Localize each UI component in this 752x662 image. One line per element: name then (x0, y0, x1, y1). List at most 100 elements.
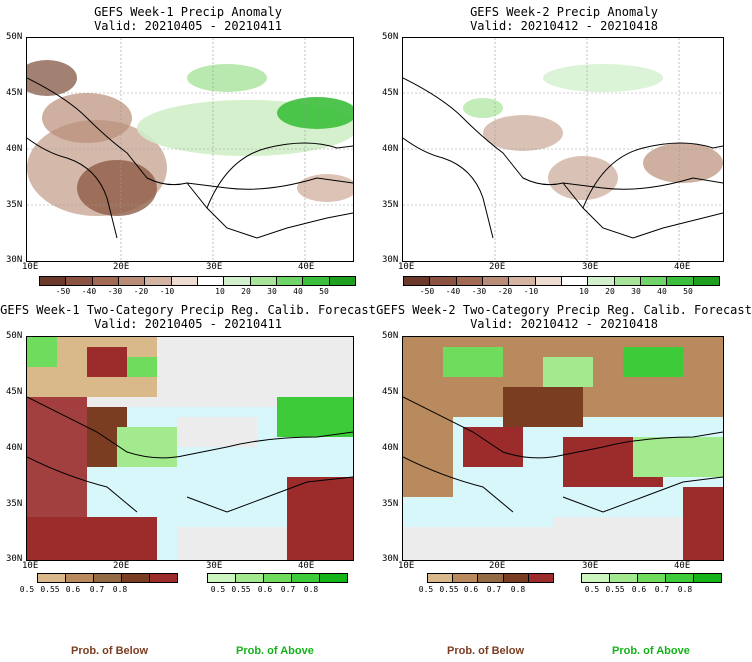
lat-label: 30N (382, 554, 399, 564)
above-colorbar-label: 0.5 (210, 585, 226, 594)
lon-label: 30E (206, 262, 223, 272)
below-colorbar-label: 0.6 (65, 585, 81, 594)
lat-label: 45N (6, 88, 23, 98)
lon-label: 40E (298, 561, 315, 571)
panel-valid-dates: Valid: 20210412 - 20210418 (470, 317, 658, 331)
colorbar-label: 30 (631, 287, 641, 296)
below-colorbar-label: 0.5 (19, 585, 35, 594)
panel-valid-dates: Valid: 20210405 - 20210411 (94, 317, 282, 331)
above-colorbar-label: 0.5 (584, 585, 600, 594)
colorbar-label: 40 (657, 287, 667, 296)
colorbar-label: 50 (319, 287, 329, 296)
colorbar-label: -20 (497, 287, 513, 296)
lon-label: 30E (582, 561, 599, 571)
colorbar-label: -20 (133, 287, 149, 296)
colorbar-label: 10 (215, 287, 225, 296)
above-colorbar (207, 573, 348, 583)
lon-label: 10E (398, 561, 415, 571)
lon-label: 10E (22, 561, 39, 571)
probability-map-graphic (27, 337, 353, 560)
below-colorbar-label: 0.7 (486, 585, 502, 594)
lat-label: 30N (6, 554, 23, 564)
below-colorbar (427, 573, 555, 583)
panel-title: GEFS Week-1 Precip Anomaly (94, 5, 282, 19)
colorbar-label: -10 (159, 287, 175, 296)
lon-label: 20E (489, 262, 506, 272)
prob-below-caption: Prob. of Below (71, 645, 148, 657)
below-colorbar (37, 573, 178, 583)
panel-title: GEFS Week-2 Two-Category Precip Reg. Cal… (376, 303, 752, 317)
below-colorbar-label: 0.6 (463, 585, 479, 594)
anomaly-map (402, 37, 724, 262)
colorbar-label: -40 (81, 287, 97, 296)
lat-label: 45N (382, 88, 399, 98)
anomaly-colorbar (403, 276, 720, 286)
colorbar-label: -50 (419, 287, 435, 296)
lon-label: 40E (298, 262, 315, 272)
lat-label: 40N (382, 144, 399, 154)
lat-label: 40N (382, 443, 399, 453)
below-colorbar-label: 0.8 (510, 585, 526, 594)
panel-title: GEFS Week-2 Precip Anomaly (470, 5, 658, 19)
lat-label: 35N (382, 499, 399, 509)
above-colorbar-label: 0.8 (303, 585, 319, 594)
below-colorbar-label: 0.55 (40, 585, 60, 594)
lon-label: 40E (674, 561, 691, 571)
above-colorbar-label: 0.7 (654, 585, 670, 594)
colorbar-label: 40 (293, 287, 303, 296)
colorbar-label: 10 (579, 287, 589, 296)
colorbar-label: 30 (267, 287, 277, 296)
colorbar-label: -50 (55, 287, 71, 296)
prob-above-caption: Prob. of Above (236, 645, 314, 657)
lon-label: 20E (113, 561, 130, 571)
probability-map (402, 336, 724, 561)
panel-week2-anomaly: GEFS Week-2 Precip Anomaly Valid: 202104… (376, 0, 752, 300)
panel-week2-twocat: GEFS Week-2 Two-Category Precip Reg. Cal… (376, 300, 752, 662)
lat-label: 30N (382, 255, 399, 265)
colorbar-label: 50 (683, 287, 693, 296)
anomaly-map-graphic (27, 38, 353, 261)
lon-label: 30E (206, 561, 223, 571)
colorbar-label: -30 (107, 287, 123, 296)
lon-label: 20E (489, 561, 506, 571)
below-colorbar-label: 0.55 (439, 585, 459, 594)
lat-label: 35N (382, 200, 399, 210)
lat-label: 40N (6, 144, 23, 154)
panel-title: GEFS Week-1 Two-Category Precip Reg. Cal… (0, 303, 376, 317)
lat-label: 45N (6, 387, 23, 397)
below-colorbar-label: 0.5 (418, 585, 434, 594)
above-colorbar-label: 0.6 (257, 585, 273, 594)
lat-label: 50N (382, 32, 399, 42)
above-colorbar-label: 0.8 (677, 585, 693, 594)
prob-above-caption: Prob. of Above (612, 645, 690, 657)
above-colorbar-label: 0.6 (631, 585, 647, 594)
lon-label: 10E (398, 262, 415, 272)
probability-map-graphic (403, 337, 723, 560)
panel-valid-dates: Valid: 20210412 - 20210418 (470, 19, 658, 33)
panel-valid-dates: Valid: 20210405 - 20210411 (94, 19, 282, 33)
lon-label: 10E (22, 262, 39, 272)
lon-label: 40E (674, 262, 691, 272)
lat-label: 30N (6, 255, 23, 265)
lat-label: 35N (6, 499, 23, 509)
colorbar-label: -30 (471, 287, 487, 296)
panel-week1-twocat: GEFS Week-1 Two-Category Precip Reg. Cal… (0, 300, 376, 662)
anomaly-map-graphic (403, 38, 723, 261)
anomaly-map (26, 37, 354, 262)
lat-label: 50N (6, 32, 23, 42)
panel-week1-anomaly: GEFS Week-1 Precip Anomaly Valid: 202104… (0, 0, 376, 296)
anomaly-colorbar (39, 276, 356, 286)
above-colorbar-label: 0.7 (280, 585, 296, 594)
above-colorbar (581, 573, 722, 583)
below-colorbar-label: 0.7 (89, 585, 105, 594)
colorbar-label: -10 (523, 287, 539, 296)
lat-label: 45N (382, 387, 399, 397)
lat-label: 35N (6, 200, 23, 210)
below-colorbar-label: 0.8 (112, 585, 128, 594)
lon-label: 20E (113, 262, 130, 272)
colorbar-label: 20 (605, 287, 615, 296)
probability-map (26, 336, 354, 561)
lat-label: 50N (382, 331, 399, 341)
above-colorbar-label: 0.55 (231, 585, 251, 594)
lat-label: 50N (6, 331, 23, 341)
